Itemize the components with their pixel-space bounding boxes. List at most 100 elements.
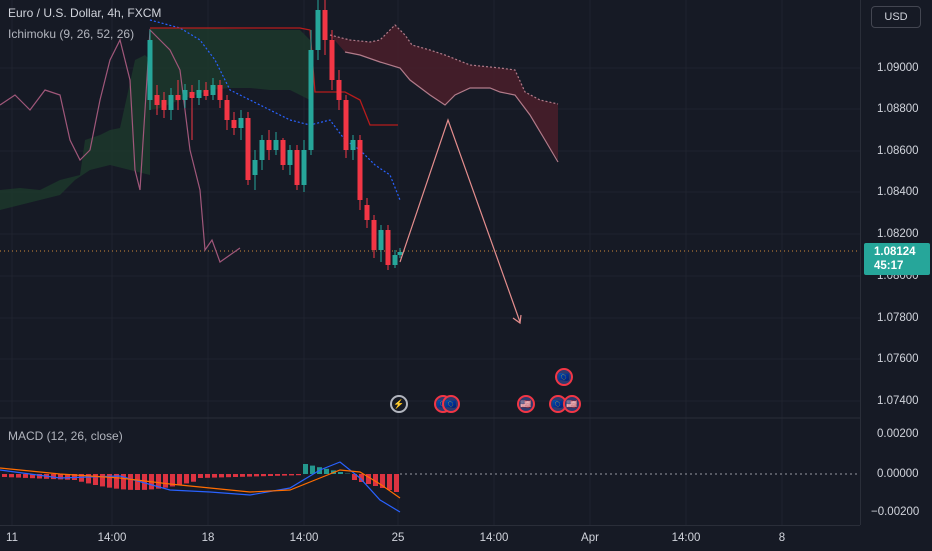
candle-body bbox=[344, 100, 349, 150]
us-flag-icon: 🇺🇸 bbox=[566, 399, 577, 410]
candle-body bbox=[267, 140, 272, 150]
candle-body bbox=[295, 150, 300, 185]
macd-histogram-bar bbox=[394, 474, 399, 492]
projection-arrowhead bbox=[513, 315, 521, 323]
macd-histogram-bar bbox=[198, 474, 203, 478]
candle-body bbox=[148, 40, 153, 100]
eu-flag-icon: 🇪🇺 bbox=[552, 399, 563, 410]
candle-body bbox=[190, 92, 195, 98]
past-cloud-2 bbox=[150, 28, 310, 110]
macd-histogram-bar bbox=[100, 474, 105, 486]
price-tick: 1.08200 bbox=[877, 228, 919, 240]
ichimoku-cloud bbox=[0, 25, 558, 210]
candle-body bbox=[162, 100, 167, 110]
price-tick: 1.08400 bbox=[877, 186, 919, 198]
macd-histogram-bar bbox=[387, 474, 392, 490]
macd-histogram-bar bbox=[184, 474, 189, 483]
candle-body bbox=[232, 120, 237, 128]
macd-histogram-bar bbox=[9, 474, 14, 477]
future-cloud bbox=[330, 25, 558, 160]
time-tick: 11 bbox=[6, 532, 18, 544]
candle-body bbox=[197, 90, 202, 98]
last-price-badge: 1.08124 45:17 bbox=[864, 243, 930, 275]
candle-body bbox=[246, 118, 251, 180]
eu-flag-icon: 🇪🇺 bbox=[445, 399, 456, 410]
symbol-legend[interactable]: Euro / U.S. Dollar, 4h, FXCM bbox=[8, 6, 161, 20]
candle-body bbox=[398, 252, 403, 255]
candle-body bbox=[218, 85, 223, 100]
event-eu-icon-3[interactable]: 🇪🇺 bbox=[555, 368, 573, 386]
time-tick: 14:00 bbox=[672, 532, 701, 544]
time-tick: 14:00 bbox=[480, 532, 509, 544]
candle-body bbox=[337, 80, 342, 100]
candle-body bbox=[316, 10, 321, 50]
event-us-icon[interactable]: 🇺🇸 bbox=[517, 395, 535, 413]
price-axis[interactable]: USD 1.09000 1.08800 1.08600 1.08400 1.08… bbox=[860, 0, 932, 525]
candle-body bbox=[169, 95, 174, 110]
candle-body bbox=[281, 140, 286, 165]
candle-body bbox=[351, 140, 356, 150]
price-tick: 1.07600 bbox=[877, 353, 919, 365]
time-tick: 18 bbox=[202, 532, 215, 544]
candle-body bbox=[274, 140, 279, 150]
macd-histogram-bar bbox=[16, 474, 21, 478]
macd-legend[interactable]: MACD (12, 26, close) bbox=[8, 429, 123, 443]
candle-body bbox=[176, 95, 181, 100]
candle-body bbox=[239, 118, 244, 128]
ichimoku-legend[interactable]: Ichimoku (9, 26, 52, 26) bbox=[8, 27, 134, 41]
time-axis[interactable]: 11 14:00 18 14:00 25 14:00 Apr 14:00 8 bbox=[0, 525, 860, 551]
macd-tick: −0.00200 bbox=[871, 506, 919, 518]
price-tick: 1.07400 bbox=[877, 395, 919, 407]
candle-body bbox=[358, 140, 363, 200]
price-chart[interactable] bbox=[0, 0, 860, 525]
macd-histogram-bar bbox=[289, 474, 294, 475]
time-tick: 14:00 bbox=[98, 532, 127, 544]
macd-histogram-bar bbox=[254, 474, 259, 476]
bar-countdown: 45:17 bbox=[874, 259, 930, 273]
time-tick: Apr bbox=[581, 532, 599, 544]
macd-histogram-bar bbox=[2, 474, 7, 477]
candle-body bbox=[211, 85, 216, 95]
candle-body bbox=[155, 95, 160, 105]
macd-histogram-bar bbox=[233, 474, 238, 477]
price-tick: 1.07800 bbox=[877, 312, 919, 324]
candle-body bbox=[253, 160, 258, 175]
candle-body bbox=[372, 220, 377, 250]
candle-body bbox=[330, 40, 335, 80]
currency-button[interactable]: USD bbox=[871, 6, 921, 28]
macd-histogram-bar bbox=[296, 474, 301, 475]
macd-histogram-bar bbox=[268, 474, 273, 476]
candle-body bbox=[260, 140, 265, 160]
macd-histogram-bar bbox=[219, 474, 224, 477]
past-cloud bbox=[0, 55, 150, 210]
candle-body bbox=[288, 150, 293, 165]
macd-histogram-bar bbox=[338, 472, 343, 474]
macd-histogram-bar bbox=[205, 474, 210, 478]
macd-histogram-bar bbox=[128, 474, 133, 490]
macd-histogram-bar bbox=[177, 474, 182, 485]
candle-body bbox=[393, 255, 398, 265]
event-eu-icon-2[interactable]: 🇪🇺 bbox=[442, 395, 460, 413]
candle-body bbox=[386, 230, 391, 265]
macd-histogram-bar bbox=[282, 474, 287, 476]
candle-body bbox=[302, 150, 307, 185]
macd-pane bbox=[0, 462, 400, 512]
candle-body bbox=[225, 100, 230, 120]
macd-histogram-bar bbox=[247, 474, 252, 477]
macd-histogram-bar bbox=[310, 466, 315, 474]
event-flash-icon[interactable]: ⚡ bbox=[390, 395, 408, 413]
time-tick: 14:00 bbox=[290, 532, 319, 544]
candle-body bbox=[309, 50, 314, 150]
macd-histogram-bar bbox=[261, 474, 266, 476]
flash-icon: ⚡ bbox=[393, 399, 404, 410]
candle-body bbox=[365, 205, 370, 220]
candle-body bbox=[204, 90, 209, 96]
macd-histogram-bar bbox=[58, 474, 63, 479]
projection-path bbox=[400, 120, 521, 323]
event-us-icon-2[interactable]: 🇺🇸 bbox=[563, 395, 581, 413]
macd-histogram-bar bbox=[275, 474, 280, 476]
macd-histogram-bar bbox=[23, 474, 28, 478]
macd-histogram-bar bbox=[240, 474, 245, 477]
time-tick: 8 bbox=[779, 532, 785, 544]
price-tick: 1.08600 bbox=[877, 145, 919, 157]
